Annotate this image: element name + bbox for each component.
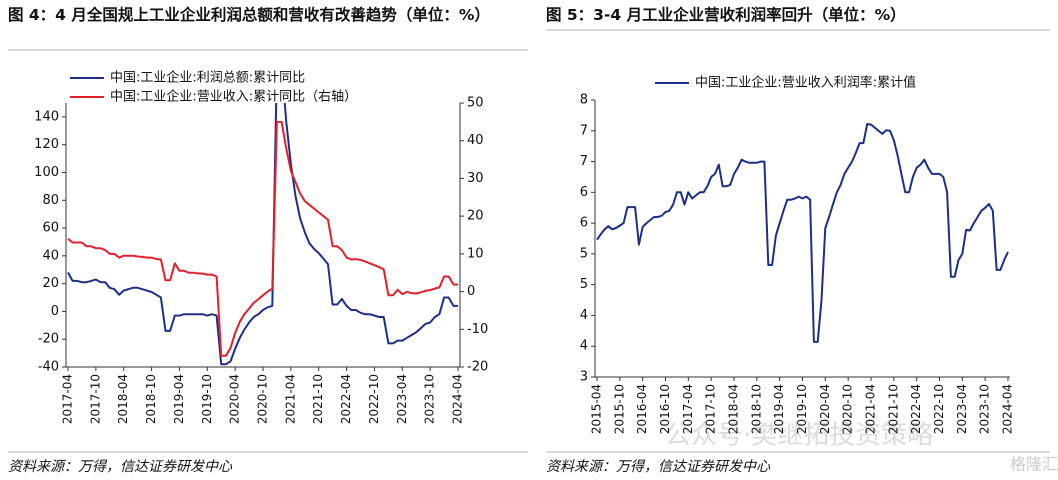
x-tick-label: 2024-04 bbox=[451, 374, 465, 424]
x-tick-label: 2017-04 bbox=[61, 374, 75, 424]
x-tick-label: 2016-04 bbox=[635, 384, 649, 434]
legend-label: 中国:工业企业:利润总额:累计同比 bbox=[110, 70, 305, 86]
y2-tick-label: 20 bbox=[467, 209, 484, 224]
x-tick-label: 2021-04 bbox=[283, 374, 297, 424]
x-tick-label: 2019-04 bbox=[772, 384, 786, 434]
y2-tick-label: 30 bbox=[467, 171, 484, 186]
chart-title: 图 5：3-4 月工业企业营收利润率回升（单位：%） bbox=[546, 6, 906, 24]
y-tick-label: 4 bbox=[580, 339, 588, 354]
plot-lines bbox=[67, 103, 459, 366]
y-tick-label: 0 bbox=[51, 304, 59, 319]
y-tick-label: 80 bbox=[42, 193, 59, 208]
x-tick-label: 2020-10 bbox=[841, 384, 855, 434]
x-tick-label: 2020-04 bbox=[228, 374, 242, 424]
plot-lines bbox=[596, 123, 1009, 343]
x-tick-label: 2020-04 bbox=[818, 384, 832, 434]
x-tick-label: 2019-10 bbox=[795, 384, 809, 434]
x-tick-label: 2023-04 bbox=[955, 384, 969, 434]
x-tick-label: 2018-04 bbox=[727, 384, 741, 434]
y-tick-label: 4 bbox=[580, 308, 588, 323]
y-tick-label: 5 bbox=[580, 246, 588, 261]
y2-tick-label: 50 bbox=[467, 96, 484, 111]
watermark: 公众号·樊继拓投资策略 bbox=[665, 421, 933, 451]
legend-label: 中国:工业企业:营业收入:累计同比（右轴） bbox=[110, 89, 357, 105]
watermark: 格隆汇 bbox=[1010, 455, 1058, 474]
legend-label: 中国:工业企业:营业收入利润率:累计值 bbox=[695, 75, 916, 91]
series-line bbox=[596, 123, 1009, 343]
x-tick-label: 2022-10 bbox=[367, 374, 381, 424]
x-tick-label: 2016-10 bbox=[658, 384, 672, 434]
x-tick-label: 2017-04 bbox=[681, 384, 695, 434]
y-tick-label: 6 bbox=[580, 216, 588, 231]
x-tick-label: 2018-10 bbox=[144, 374, 158, 424]
y-tick-label: 5 bbox=[580, 277, 588, 292]
x-tick-label: 2021-10 bbox=[311, 374, 325, 424]
y-tick-label: 7 bbox=[580, 154, 588, 169]
y-tick-label: 6 bbox=[580, 185, 588, 200]
x-tick-label: 2018-10 bbox=[749, 384, 763, 434]
series-line bbox=[67, 103, 458, 366]
y-tick-label: 140 bbox=[34, 109, 59, 124]
source-note: 资料来源：万得，信达证券研发中心 bbox=[546, 459, 770, 475]
y-tick-label: 40 bbox=[42, 248, 59, 263]
y-tick-label: 8 bbox=[580, 93, 588, 108]
y-tick-label: -20 bbox=[38, 332, 59, 347]
y2-tick-label: 10 bbox=[467, 246, 484, 261]
x-tick-label: 2021-10 bbox=[886, 384, 900, 434]
x-tick-label: 2017-10 bbox=[704, 384, 718, 434]
series-line bbox=[67, 120, 459, 357]
y-tick-label: 20 bbox=[42, 276, 59, 291]
y-tick-label: 100 bbox=[34, 165, 59, 180]
y2-tick-label: 40 bbox=[467, 133, 484, 148]
x-tick-label: 2015-10 bbox=[612, 384, 626, 434]
source-note: 资料来源：万得，信达证券研发中心 bbox=[8, 459, 232, 475]
y2-tick-label: -20 bbox=[467, 360, 488, 375]
chart-title: 图 4：4 月全国规上工业企业利润总额和营收有改善趋势（单位：%） bbox=[8, 6, 490, 24]
x-tick-label: 2019-04 bbox=[172, 374, 186, 424]
x-tick-label: 2015-04 bbox=[590, 384, 604, 434]
x-tick-label: 2021-04 bbox=[864, 384, 878, 434]
y2-tick-label: -10 bbox=[467, 322, 488, 337]
y-tick-label: 7 bbox=[580, 123, 588, 138]
y-tick-label: 3 bbox=[580, 370, 588, 385]
x-tick-label: 2022-04 bbox=[909, 384, 923, 434]
x-tick-label: 2018-04 bbox=[116, 374, 130, 424]
x-tick-label: 2023-10 bbox=[978, 384, 992, 434]
y-tick-label: 120 bbox=[34, 137, 59, 152]
x-tick-label: 2023-04 bbox=[395, 374, 409, 424]
x-tick-label: 2020-10 bbox=[256, 374, 270, 424]
x-tick-label: 2022-04 bbox=[339, 374, 353, 424]
y-tick-label: -40 bbox=[38, 360, 59, 375]
x-tick-label: 2019-10 bbox=[200, 374, 214, 424]
x-tick-label: 2024-04 bbox=[1001, 384, 1015, 434]
x-tick-label: 2023-10 bbox=[423, 374, 437, 424]
x-tick-label: 2022-10 bbox=[932, 384, 946, 434]
y2-tick-label: 0 bbox=[467, 284, 475, 299]
x-tick-label: 2017-10 bbox=[88, 374, 102, 424]
y-tick-label: 60 bbox=[42, 221, 59, 236]
